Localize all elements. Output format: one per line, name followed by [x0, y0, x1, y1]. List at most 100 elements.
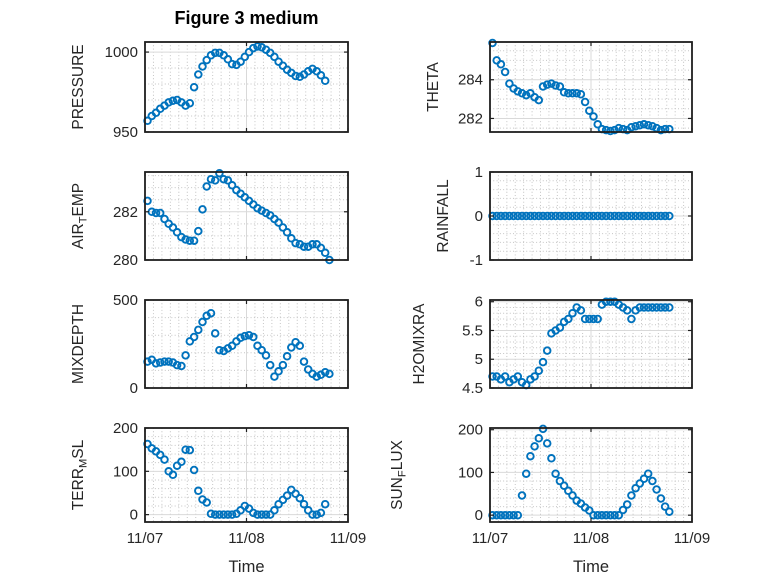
data-point-marker: [643, 469, 653, 478]
data-point-marker: [194, 70, 203, 79]
data-point-marker: [547, 79, 556, 88]
data-point-marker: [513, 372, 523, 381]
data-point-marker: [240, 331, 250, 341]
y-tick-label: 5.5: [462, 322, 483, 339]
data-point-marker: [151, 359, 161, 368]
data-point-marker: [517, 211, 527, 221]
data-point-marker: [538, 424, 548, 434]
data-point-marker: [576, 211, 586, 221]
y-tick-label: 0: [475, 208, 483, 225]
data-point-marker: [568, 211, 577, 221]
data-point-marker: [206, 509, 216, 519]
data-point-marker: [665, 211, 674, 221]
y-tick-label: 282: [113, 204, 138, 221]
data-point-marker: [572, 211, 581, 221]
y-axis-label-sun-flux: SUNFLUX: [389, 439, 409, 509]
data-point-marker: [249, 43, 258, 53]
data-point-marker: [210, 176, 220, 185]
data-point-marker: [261, 510, 271, 519]
data-point-marker: [185, 337, 195, 346]
data-point-marker: [210, 329, 220, 338]
data-point-marker: [517, 491, 527, 500]
data-point-marker: [198, 205, 207, 214]
data-point-marker: [513, 510, 523, 520]
data-point-marker: [606, 126, 615, 136]
data-point-marker: [631, 211, 640, 221]
data-point-marker: [278, 495, 288, 505]
data-point-marker: [635, 211, 645, 221]
data-point-marker: [656, 211, 666, 221]
data-series-sun-flux: [488, 424, 674, 520]
data-point-marker: [639, 303, 649, 312]
data-point-marker: [631, 121, 640, 131]
data-point-marker: [249, 332, 258, 342]
data-point-marker: [160, 357, 169, 366]
data-point-marker: [151, 208, 161, 218]
subplot-rainfall: -1 0 1 RAINFALL: [435, 164, 693, 269]
minor-grid: [490, 300, 692, 388]
data-point-marker: [282, 491, 292, 500]
y-axis-label-h2omixra: H2OMIXRA: [411, 303, 428, 385]
subplot-air-temp: 280 282 AIRTEMP: [70, 168, 349, 269]
data-series-terr-msl: [143, 439, 330, 519]
data-point-marker: [589, 314, 598, 324]
y-axis-label-part: H2OMIXRA: [411, 303, 428, 385]
data-point-marker: [274, 218, 283, 227]
data-point-marker: [555, 323, 565, 332]
data-point-marker: [295, 341, 305, 351]
data-point-marker: [593, 510, 602, 520]
data-point-marker: [597, 510, 607, 520]
data-point-marker: [291, 71, 300, 81]
data-point-marker: [542, 346, 552, 355]
data-point-marker: [287, 343, 296, 352]
data-point-marker: [320, 248, 330, 258]
data-point-marker: [542, 80, 552, 89]
y-axis-label-part: SL: [70, 439, 87, 458]
data-point-marker: [236, 333, 245, 343]
data-point-marker: [181, 235, 190, 244]
data-point-marker: [521, 90, 531, 100]
data-point-marker: [164, 98, 173, 107]
y-axis-label-part: SUN: [389, 477, 406, 510]
data-point-marker: [282, 228, 292, 237]
data-point-marker: [257, 510, 266, 519]
data-point-marker: [202, 498, 211, 507]
data-point-marker: [589, 112, 598, 121]
axis-tick-marks: [489, 171, 693, 261]
data-point-marker: [542, 211, 552, 221]
y-tick-label: 1000: [105, 44, 138, 61]
data-point-marker: [564, 314, 573, 324]
data-point-marker: [308, 240, 317, 249]
data-point-marker: [185, 236, 195, 245]
data-point-marker: [656, 494, 666, 503]
data-point-marker: [282, 352, 292, 361]
data-point-marker: [601, 125, 611, 135]
data-point-marker: [597, 211, 607, 221]
data-point-marker: [627, 314, 636, 324]
data-point-marker: [643, 211, 653, 221]
data-point-marker: [299, 242, 309, 251]
data-point-marker: [572, 89, 581, 98]
data-point-marker: [206, 174, 216, 184]
data-point-marker: [295, 493, 305, 503]
axis-tick-marks: [144, 172, 349, 261]
data-point-marker: [500, 211, 510, 221]
data-point-marker: [559, 211, 569, 221]
data-point-marker: [160, 455, 169, 464]
data-point-marker: [236, 57, 245, 66]
axis-tick-marks: [144, 42, 349, 133]
data-point-marker: [534, 211, 544, 221]
data-point-marker: [291, 489, 300, 499]
data-point-marker: [240, 52, 250, 62]
data-point-marker: [160, 214, 169, 224]
figure-title: Figure 3 medium: [174, 8, 319, 28]
y-tick-label: 280: [113, 252, 138, 269]
data-point-marker: [551, 81, 560, 90]
data-point-marker: [568, 491, 577, 500]
subplot-sun-flux: 0 100 200 11/07 11/08 11/09 Time SUNFLUX: [389, 422, 710, 576]
data-point-marker: [496, 211, 506, 221]
x-tick-label: 11/07: [127, 530, 163, 547]
data-point-marker: [172, 228, 182, 237]
data-point-marker: [168, 223, 178, 232]
